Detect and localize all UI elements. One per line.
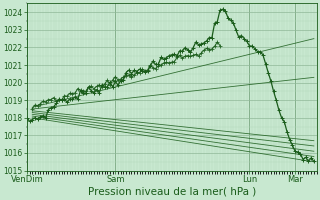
X-axis label: Pression niveau de la mer( hPa ): Pression niveau de la mer( hPa )	[88, 187, 256, 197]
